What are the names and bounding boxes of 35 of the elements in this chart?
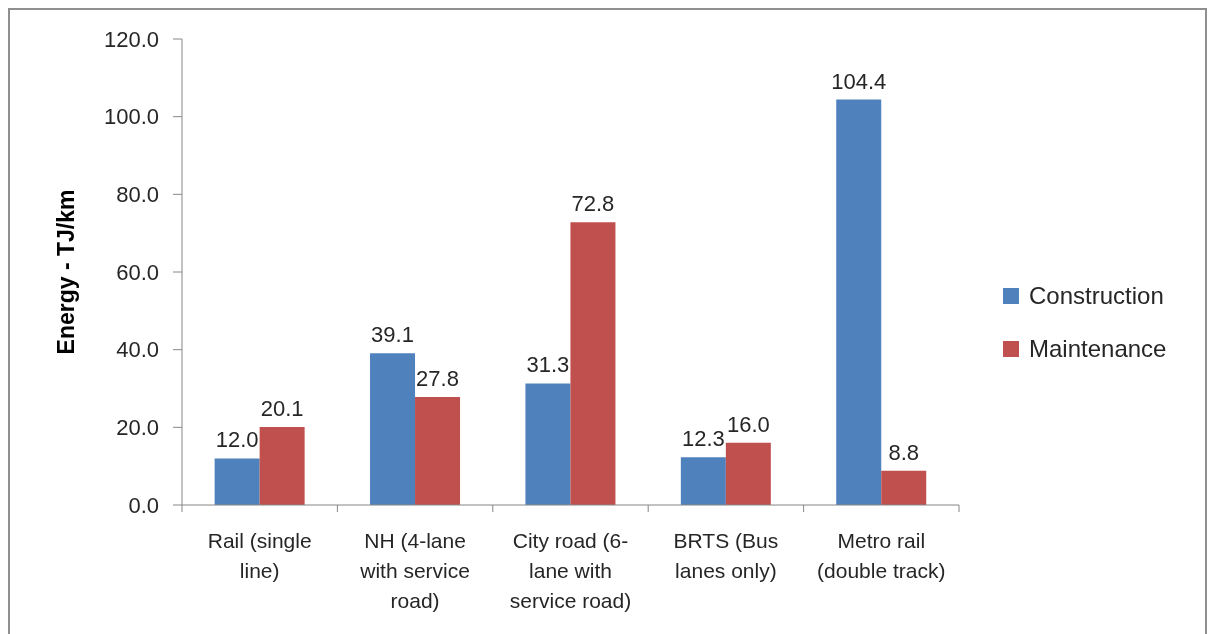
bar	[259, 426, 305, 505]
y-axis-title: Energy - TJ/km	[53, 189, 79, 355]
bar	[680, 457, 726, 505]
y-tick-label: 20.0	[116, 415, 159, 441]
y-tick-label: 120.0	[103, 26, 159, 52]
x-tick-label: NH (4-lane with service road)	[359, 529, 470, 612]
bar	[415, 397, 461, 505]
data-label: 27.8	[416, 366, 459, 392]
bar	[836, 99, 882, 505]
data-label: 31.3	[526, 352, 570, 378]
x-tick-label: City road (6-lane with service road)	[509, 529, 632, 612]
legend-label: Maintenance	[1029, 334, 1167, 363]
data-label: 12.3	[681, 426, 725, 452]
x-tick-label: Rail (single line)	[207, 529, 312, 582]
bar	[725, 442, 771, 505]
data-label: 12.0	[215, 427, 259, 453]
bar	[214, 458, 260, 505]
data-label: 104.4	[831, 68, 887, 94]
y-tick-label: 100.0	[103, 104, 159, 130]
y-tick-label: 0.0	[128, 492, 159, 518]
bar	[881, 470, 927, 505]
bar	[525, 383, 571, 505]
bar	[570, 222, 616, 505]
data-label: 16.0	[726, 411, 770, 437]
y-tick-label: 80.0	[116, 182, 159, 208]
data-label: 8.8	[888, 439, 920, 465]
y-tick-label: 40.0	[116, 337, 159, 363]
x-tick-label: Metro rail (double track)	[817, 529, 946, 582]
data-label: 39.1	[371, 322, 414, 348]
x-tick-label: BRTS (Bus lanes only)	[673, 529, 779, 582]
legend-label: Construction	[1029, 281, 1164, 310]
y-tick-label: 60.0	[116, 259, 159, 285]
bar	[370, 353, 416, 505]
data-label: 20.1	[260, 395, 304, 421]
data-label: 72.8	[571, 191, 615, 217]
